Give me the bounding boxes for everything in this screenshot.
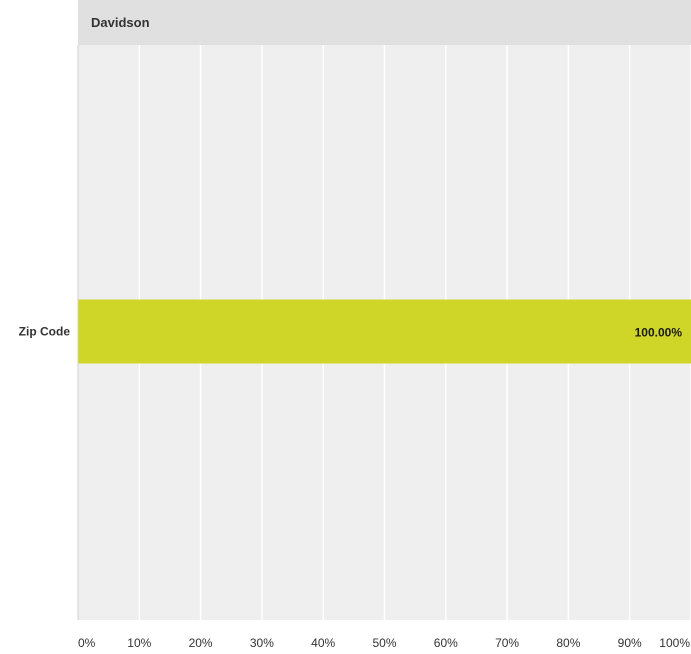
x-tick-label: 30% — [250, 636, 274, 650]
x-tick-label: 70% — [495, 636, 519, 650]
bars — [78, 299, 691, 364]
x-tick-label: 80% — [556, 636, 580, 650]
x-tick-label: 100% — [659, 636, 690, 650]
x-tick-label: 60% — [434, 636, 458, 650]
x-tick-label: 20% — [189, 636, 213, 650]
chart-title: Davidson — [91, 15, 150, 30]
data-labels: 100.00% — [635, 326, 683, 340]
x-axis-ticks: 0% 10% 20% 30% 40% 50% 60% 70% 80% 90% 100% — [78, 636, 690, 650]
bar-zip-code[interactable] — [78, 299, 691, 364]
data-label: 100.00% — [635, 326, 683, 340]
x-tick-label: 10% — [127, 636, 151, 650]
x-tick-label: 40% — [311, 636, 335, 650]
category-labels: Zip Code — [19, 325, 71, 339]
x-tick-label: 50% — [372, 636, 396, 650]
x-tick-label: 0% — [78, 636, 96, 650]
chart-header-band — [78, 0, 691, 45]
category-label: Zip Code — [19, 325, 71, 339]
x-tick-label: 90% — [618, 636, 642, 650]
